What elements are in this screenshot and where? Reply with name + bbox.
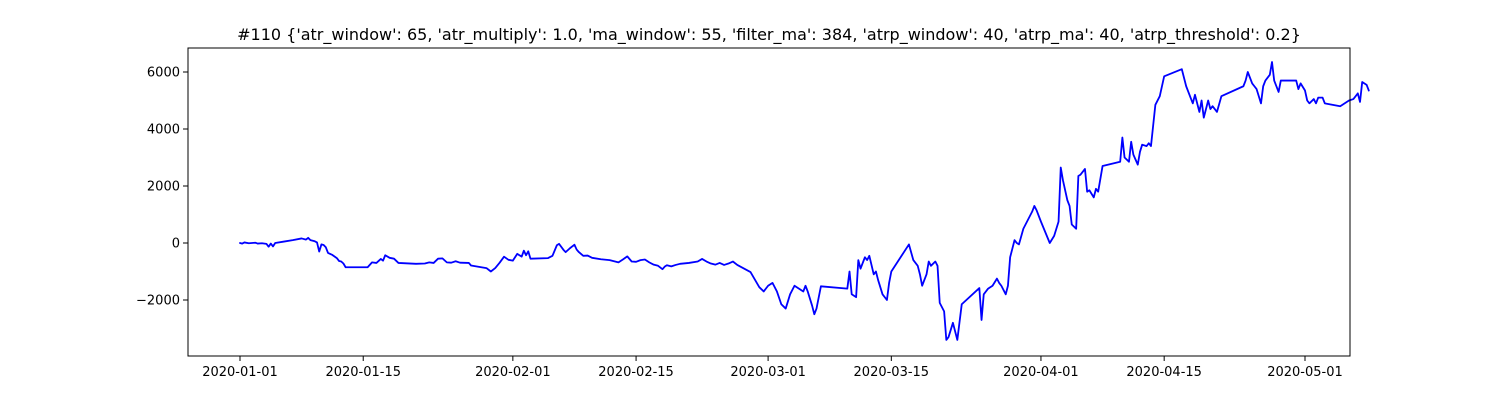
y-tick-label: −2000: [136, 294, 180, 309]
x-tick-label: 2020-04-01: [1003, 365, 1079, 380]
y-tick-label: 0: [172, 237, 180, 252]
series-line-1: [239, 61, 1370, 341]
x-tick-label: 2020-01-15: [325, 365, 401, 380]
axes-frame: [187, 47, 1351, 357]
x-tick-label: 2020-05-01: [1267, 365, 1343, 380]
x-tick-label: 2020-01-01: [202, 365, 278, 380]
x-tick-label: 2020-02-15: [598, 365, 674, 380]
x-tick-label: 2020-03-15: [854, 365, 930, 380]
plot-area: 2020-01-01 2020-01-15 2020-02-01 2020-02-15…: [136, 47, 1370, 380]
x-tick-label: 2020-02-01: [475, 365, 551, 380]
y-tick-label: 6000: [147, 66, 180, 81]
y-tick-label: 2000: [147, 180, 180, 195]
y-tick-label: 4000: [147, 123, 180, 138]
chart-title: #110 {'atr_window': 65, 'atr_multiply': …: [237, 25, 1301, 45]
x-tick-label: 2020-03-01: [730, 365, 806, 380]
x-tick-label: 2020-04-15: [1126, 365, 1202, 380]
